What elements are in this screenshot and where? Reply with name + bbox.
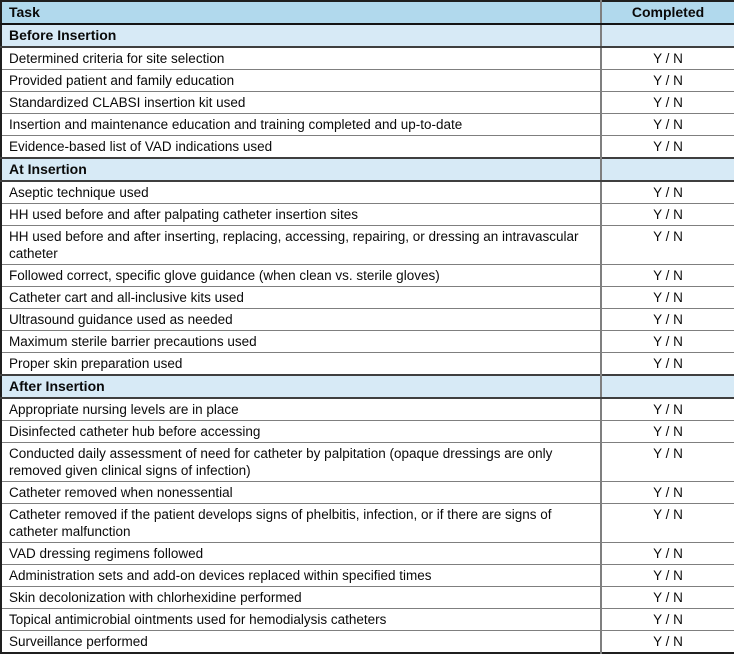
task-cell: Aseptic technique used — [1, 181, 601, 204]
completed-cell: Y / N — [600, 181, 734, 204]
table-row: Disinfected catheter hub before accessin… — [1, 420, 734, 443]
completed-cell: Y / N — [600, 286, 734, 309]
table-row: Maximum sterile barrier precautions used… — [1, 330, 734, 353]
table-row: Topical antimicrobial ointments used for… — [1, 608, 734, 631]
task-cell: Surveillance performed — [1, 630, 601, 654]
completed-cell: Y / N — [600, 91, 734, 114]
task-cell: Appropriate nursing levels are in place — [1, 398, 601, 421]
task-cell: Insertion and maintenance education and … — [1, 113, 601, 136]
task-cell: Catheter removed if the patient develops… — [1, 503, 601, 543]
task-cell: Evidence-based list of VAD indications u… — [1, 135, 601, 159]
section-completed-cell — [600, 23, 734, 48]
table-row: Conducted daily assessment of need for c… — [1, 442, 734, 482]
table-row: Proper skin preparation used Y / N — [1, 352, 734, 376]
completed-cell: Y / N — [600, 442, 734, 482]
section-header-row: At Insertion — [1, 157, 734, 182]
completed-cell: Y / N — [600, 608, 734, 631]
table-row: Catheter removed if the patient develops… — [1, 503, 734, 543]
completed-cell: Y / N — [600, 352, 734, 376]
completed-cell: Y / N — [600, 308, 734, 331]
task-cell: Proper skin preparation used — [1, 352, 601, 376]
table-row: Aseptic technique used Y / N — [1, 181, 734, 204]
task-cell: Catheter removed when nonessential — [1, 481, 601, 504]
completed-cell: Y / N — [600, 398, 734, 421]
task-cell: Standardized CLABSI insertion kit used — [1, 91, 601, 114]
section-title: Before Insertion — [1, 23, 601, 48]
task-cell: Catheter cart and all-inclusive kits use… — [1, 286, 601, 309]
task-cell: Ultrasound guidance used as needed — [1, 308, 601, 331]
table-row: Catheter removed when nonessential Y / N — [1, 481, 734, 504]
completed-cell: Y / N — [600, 330, 734, 353]
table-row: Determined criteria for site selection Y … — [1, 47, 734, 70]
table-row: Followed correct, specific glove guidanc… — [1, 264, 734, 287]
table-row: Provided patient and family education Y /… — [1, 69, 734, 92]
completed-cell: Y / N — [600, 481, 734, 504]
section-completed-cell — [600, 157, 734, 182]
task-cell: Administration sets and add-on devices r… — [1, 564, 601, 587]
task-cell: Followed correct, specific glove guidanc… — [1, 264, 601, 287]
task-cell: HH used before and after inserting, repl… — [1, 225, 601, 265]
task-cell: Conducted daily assessment of need for c… — [1, 442, 601, 482]
completed-cell: Y / N — [600, 564, 734, 587]
table-row: Ultrasound guidance used as needed Y / N — [1, 308, 734, 331]
task-cell: HH used before and after palpating cathe… — [1, 203, 601, 226]
section-completed-cell — [600, 374, 734, 399]
task-column-header: Task — [1, 1, 601, 25]
completed-cell: Y / N — [600, 503, 734, 543]
table-row: Skin decolonization with chlorhexidine p… — [1, 586, 734, 609]
table-row: Evidence-based list of VAD indications u… — [1, 135, 734, 159]
task-cell: Provided patient and family education — [1, 69, 601, 92]
table-row: Insertion and maintenance education and … — [1, 113, 734, 136]
completed-cell: Y / N — [600, 420, 734, 443]
completed-cell: Y / N — [600, 203, 734, 226]
table-header-row: Task Completed — [1, 1, 734, 25]
completed-cell: Y / N — [600, 630, 734, 654]
table-row: Standardized CLABSI insertion kit used Y … — [1, 91, 734, 114]
table-body: Before Insertion Determined criteria for … — [1, 23, 734, 654]
section-title: At Insertion — [1, 157, 601, 182]
task-cell: Maximum sterile barrier precautions used — [1, 330, 601, 353]
table-row: HH used before and after inserting, repl… — [1, 225, 734, 265]
task-cell: VAD dressing regimens followed — [1, 542, 601, 565]
completed-cell: Y / N — [600, 586, 734, 609]
section-header-row: Before Insertion — [1, 23, 734, 48]
completed-column-header: Completed — [600, 1, 734, 25]
task-cell: Determined criteria for site selection — [1, 47, 601, 70]
table-row: Appropriate nursing levels are in place Y… — [1, 398, 734, 421]
task-cell: Topical antimicrobial ointments used for… — [1, 608, 601, 631]
completed-cell: Y / N — [600, 47, 734, 70]
completed-cell: Y / N — [600, 69, 734, 92]
task-cell: Disinfected catheter hub before accessin… — [1, 420, 601, 443]
table-row: Catheter cart and all-inclusive kits use… — [1, 286, 734, 309]
table-row: Administration sets and add-on devices r… — [1, 564, 734, 587]
table-row: HH used before and after palpating cathe… — [1, 203, 734, 226]
table-row: Surveillance performed Y / N — [1, 630, 734, 654]
section-title: After Insertion — [1, 374, 601, 399]
completed-cell: Y / N — [600, 225, 734, 265]
section-header-row: After Insertion — [1, 374, 734, 399]
completed-cell: Y / N — [600, 264, 734, 287]
completed-cell: Y / N — [600, 135, 734, 159]
completed-cell: Y / N — [600, 113, 734, 136]
task-cell: Skin decolonization with chlorhexidine p… — [1, 586, 601, 609]
table-row: VAD dressing regimens followed Y / N — [1, 542, 734, 565]
completed-cell: Y / N — [600, 542, 734, 565]
